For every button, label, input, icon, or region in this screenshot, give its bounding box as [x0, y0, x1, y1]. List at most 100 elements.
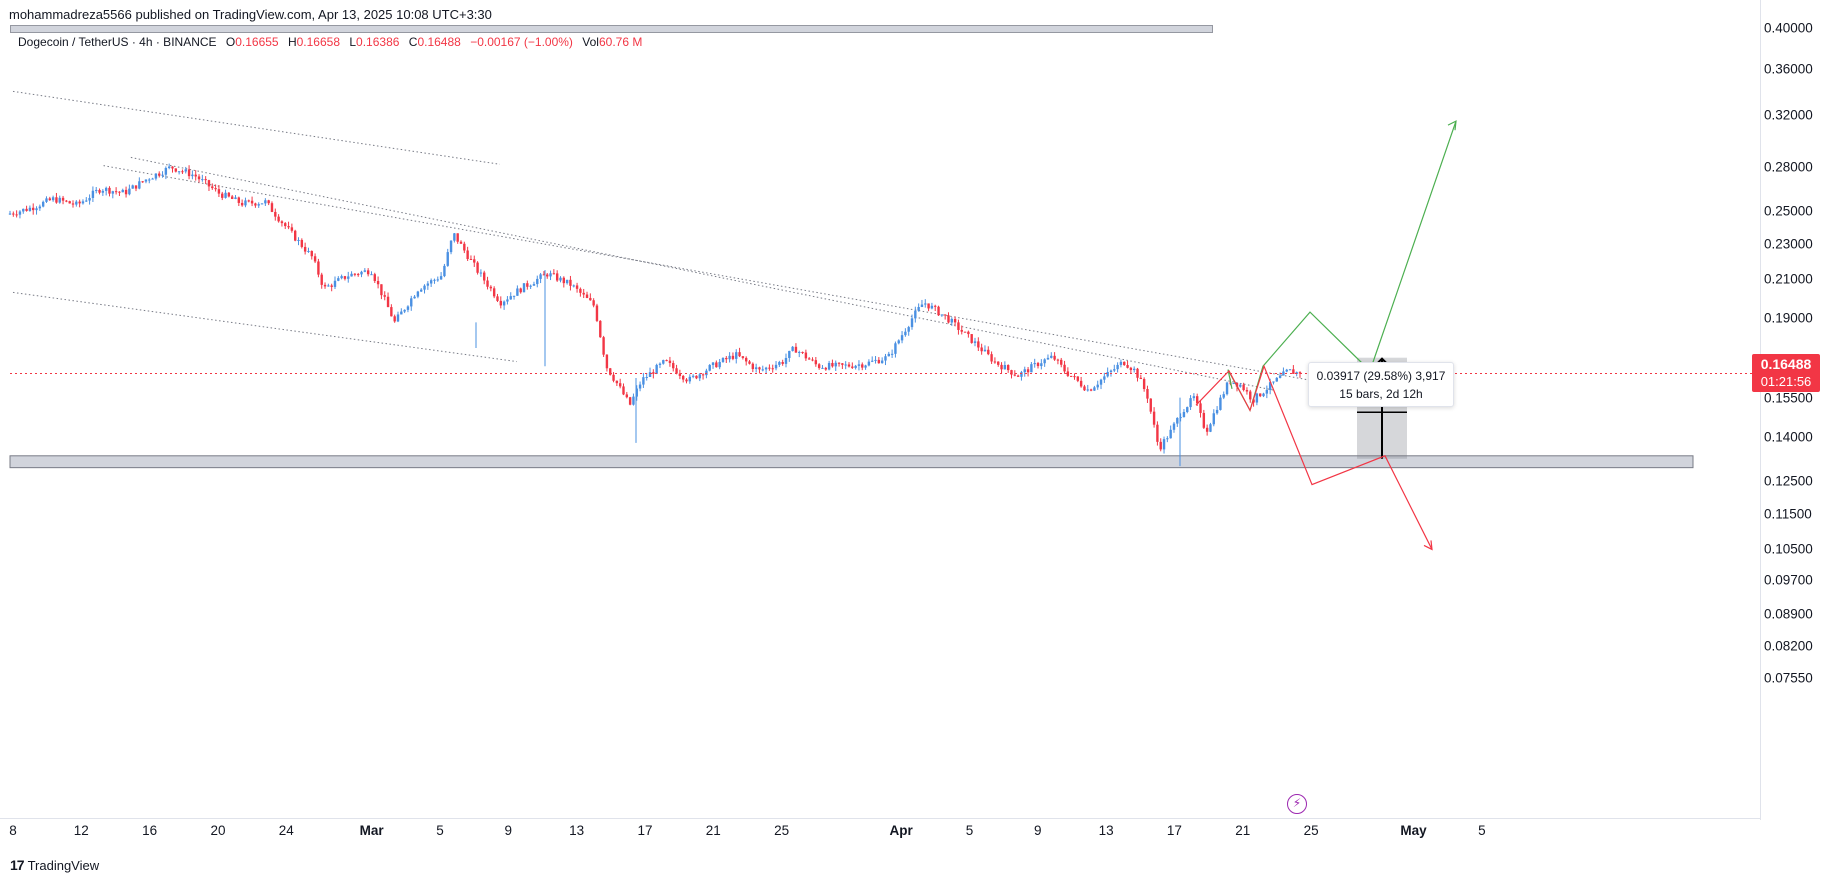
candle-body: [310, 250, 313, 257]
candle-body: [492, 288, 496, 297]
candle-body: [108, 187, 111, 194]
candle-body: [1265, 389, 1269, 394]
candle-body: [599, 320, 602, 338]
candle-body: [171, 166, 174, 169]
candle-body: [794, 346, 798, 353]
x-tick-label: 5: [965, 823, 974, 838]
candle-body: [983, 349, 987, 352]
candle-body: [148, 179, 151, 181]
candle-body: [662, 360, 665, 364]
candle-body: [12, 213, 15, 215]
candle-body: [1245, 390, 1249, 392]
candle-body: [22, 208, 25, 212]
footer-brand[interactable]: 17 TradingView: [10, 857, 99, 873]
candle-body: [937, 306, 940, 316]
candle-body: [980, 347, 983, 352]
candle-body: [453, 233, 456, 241]
candle-body: [1010, 370, 1013, 375]
candle-body: [539, 274, 542, 279]
candle-body: [313, 256, 317, 262]
candle-body: [1119, 361, 1123, 365]
candle-body: [98, 189, 101, 193]
candle-body: [396, 314, 400, 322]
candle-body: [78, 201, 81, 204]
candle-body: [841, 363, 844, 365]
candle-body: [950, 318, 953, 323]
candle-body: [1169, 429, 1172, 439]
candle-body: [804, 352, 808, 359]
candle-body: [293, 230, 297, 241]
candle-body: [1219, 397, 1222, 410]
candle-body: [131, 185, 134, 189]
candle-body: [307, 250, 310, 252]
candle-body: [237, 197, 241, 203]
candle-body: [1099, 379, 1103, 385]
candle-body: [625, 394, 629, 398]
candle-body: [486, 280, 489, 287]
candle-body: [1262, 393, 1265, 397]
candle-body: [834, 362, 837, 367]
candle-body: [1162, 439, 1166, 450]
candle-body: [592, 300, 595, 306]
candle-body: [1288, 369, 1292, 371]
candle-body: [555, 273, 559, 281]
candle-body: [658, 363, 662, 365]
candle-body: [771, 368, 774, 370]
candle-body: [58, 197, 61, 203]
candle-body: [373, 274, 376, 281]
candle-body: [141, 181, 144, 183]
candle-body: [297, 239, 300, 241]
candle-body: [711, 362, 715, 366]
candle-body: [715, 362, 718, 368]
candle-body: [194, 174, 197, 177]
candle-body: [390, 307, 393, 317]
candle-body: [1209, 424, 1212, 432]
candle-body: [1152, 411, 1156, 425]
candle-body: [1149, 398, 1152, 412]
candle-body: [602, 337, 605, 355]
price-chart[interactable]: [0, 0, 1760, 818]
candle-body: [211, 186, 214, 189]
candle-body: [1083, 386, 1086, 391]
candle-body: [257, 204, 260, 206]
candle-body: [134, 185, 138, 189]
candle-body: [572, 285, 575, 287]
candle-body: [615, 380, 619, 384]
candle-body: [774, 364, 778, 369]
candle-body: [463, 243, 466, 251]
candle-body: [1106, 372, 1109, 377]
candle-body: [1136, 368, 1139, 378]
x-tick-label: 5: [1478, 823, 1486, 838]
change-value: −0.00167 (−1.00%): [470, 35, 573, 49]
candle-body: [562, 277, 566, 284]
candle-body: [370, 274, 373, 276]
candle-body: [234, 197, 237, 199]
close-label: C: [408, 35, 418, 49]
candle-body: [85, 200, 88, 202]
candle-body: [201, 179, 204, 181]
close-value: 0.16488: [417, 35, 461, 49]
candle-body: [459, 241, 463, 244]
candle-body: [88, 197, 91, 201]
candle-body: [618, 383, 622, 387]
candle-body: [851, 366, 854, 368]
x-tick-label: 21: [1235, 823, 1251, 838]
candle-body: [738, 352, 741, 357]
candle-body: [1020, 372, 1023, 377]
candle-body: [904, 331, 907, 336]
candle-body: [429, 280, 433, 284]
candle-body: [121, 189, 124, 193]
ohlc-legend: Dogecoin / TetherUS · 4h · BINANCE O0.16…: [18, 35, 642, 49]
symbol-title[interactable]: Dogecoin / TetherUS · 4h · BINANCE: [18, 35, 217, 49]
bolt-icon[interactable]: ⚡: [1287, 794, 1307, 814]
candle-body: [582, 292, 585, 295]
candle-body: [1023, 369, 1026, 373]
channel-trendline: [130, 156, 1274, 391]
candle-body: [1073, 376, 1076, 378]
candle-body: [376, 280, 380, 285]
candle-body: [569, 279, 572, 286]
candle-body: [1103, 376, 1106, 380]
top-scroll-bar[interactable]: [10, 25, 1213, 33]
candle-body: [764, 367, 768, 370]
candle-body: [138, 181, 141, 189]
